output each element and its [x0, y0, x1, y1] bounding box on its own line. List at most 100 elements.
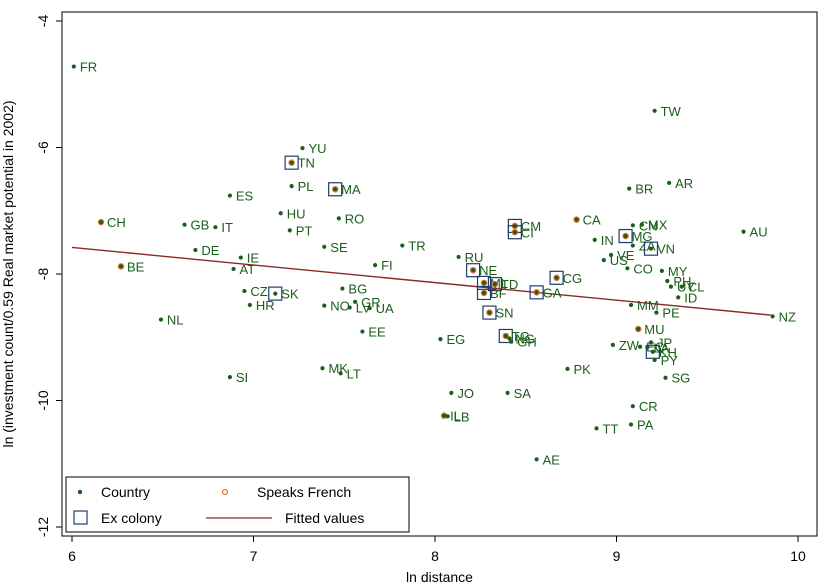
country-label: GH	[517, 335, 537, 350]
country-dot	[367, 306, 372, 311]
country-label: IT	[221, 220, 233, 235]
country-dot	[741, 229, 746, 234]
country-dot	[300, 146, 305, 151]
country-label: SE	[330, 240, 348, 255]
country-dot	[98, 220, 104, 225]
point-cr: CR	[630, 399, 658, 414]
country-label: PH	[673, 274, 691, 289]
point-fr: FR	[71, 60, 97, 75]
point-de: DE	[193, 243, 220, 258]
country-label: CG	[563, 271, 583, 286]
country-dot	[340, 286, 345, 291]
x-tick-label: 9	[613, 548, 621, 564]
country-label: PA	[637, 418, 654, 433]
country-dot	[158, 317, 164, 322]
speaks-french-marker	[553, 274, 560, 282]
point-vn: VN	[643, 241, 675, 257]
country-label: RU	[465, 250, 484, 265]
speaks-french-marker	[469, 266, 477, 274]
country-label: TR	[408, 239, 425, 254]
country-dot	[676, 295, 681, 300]
point-zw: ZW	[610, 338, 640, 353]
point-it: IT	[213, 220, 233, 235]
point-lb: LB	[445, 409, 470, 424]
point-jp: JP	[648, 335, 672, 350]
legend-colony-label: Ex colony	[101, 510, 162, 526]
country-label: CO	[633, 261, 653, 276]
country-label: CN	[639, 218, 658, 233]
country-dot	[481, 280, 487, 285]
country-label: NO	[330, 299, 350, 314]
point-tt: TT	[594, 421, 618, 436]
point-id: ID	[676, 290, 697, 305]
country-label: KH	[659, 345, 677, 360]
country-dot	[227, 193, 233, 198]
point-tw: TW	[652, 104, 682, 119]
point-ru: RU	[456, 250, 483, 265]
country-dot	[639, 222, 645, 227]
point-cm: CM	[507, 218, 541, 234]
country-dot	[231, 266, 236, 272]
country-label: JP	[657, 335, 672, 350]
point-hr: HR	[247, 298, 275, 313]
ex-colony-marker	[466, 263, 481, 278]
point-bg: BG	[340, 282, 367, 297]
country-label: CH	[107, 215, 126, 230]
point-py: PY	[652, 353, 678, 368]
country-label: AE	[543, 452, 561, 467]
country-dot	[487, 310, 492, 315]
legend-french-marker	[221, 488, 229, 496]
ex-colony-marker	[328, 182, 343, 197]
country-label: IE	[247, 251, 260, 266]
country-dot	[623, 233, 628, 239]
x-tick-label: 8	[431, 548, 439, 564]
ex-colony-marker	[498, 328, 513, 344]
country-label: SA	[514, 386, 532, 401]
ex-colony-marker	[476, 285, 492, 301]
country-dot	[630, 223, 635, 228]
country-dot	[534, 457, 539, 462]
country-dot	[659, 268, 664, 273]
country-dot	[610, 342, 615, 347]
point-ro: RO	[336, 211, 364, 226]
point-eg: EG	[438, 332, 465, 347]
point-si: SI	[227, 370, 248, 385]
country-label: AT	[240, 262, 256, 277]
country-label: MM	[637, 298, 659, 313]
speaks-french-marker	[288, 159, 295, 166]
country-dot	[492, 282, 497, 287]
country-label: PT	[296, 223, 313, 238]
country-dot	[534, 290, 539, 295]
country-dot	[481, 290, 487, 296]
country-dot	[449, 390, 454, 396]
ex-colony-marker	[529, 285, 544, 300]
country-dot	[648, 246, 654, 251]
point-sa: SA	[505, 386, 532, 401]
legend-country-label: Country	[101, 484, 150, 500]
speaks-french-marker	[533, 289, 540, 296]
country-dot	[507, 336, 512, 341]
point-fi: FI	[373, 258, 393, 273]
point-td: TD	[487, 277, 518, 292]
country-dot	[650, 349, 655, 354]
country-dot	[373, 263, 378, 268]
speaks-french-marker	[635, 325, 642, 333]
country-dot	[353, 299, 358, 304]
point-pe: PE	[654, 306, 680, 321]
point-ee: EE	[360, 325, 386, 340]
point-pa: PA	[628, 418, 654, 433]
country-dot	[71, 64, 76, 69]
x-tick-label: 7	[250, 548, 258, 564]
country-label: EE	[368, 325, 386, 340]
speaks-french-marker	[622, 232, 629, 240]
country-label: BE	[127, 259, 145, 274]
country-dot	[456, 254, 461, 260]
country-dot	[652, 108, 657, 113]
point-jo: JO	[449, 386, 474, 401]
point-mu: MU	[635, 322, 664, 337]
speaks-french-marker	[511, 229, 519, 236]
y-tick-label: -8	[35, 268, 51, 281]
point-au: AU	[741, 225, 768, 240]
point-no: NO	[322, 299, 350, 314]
